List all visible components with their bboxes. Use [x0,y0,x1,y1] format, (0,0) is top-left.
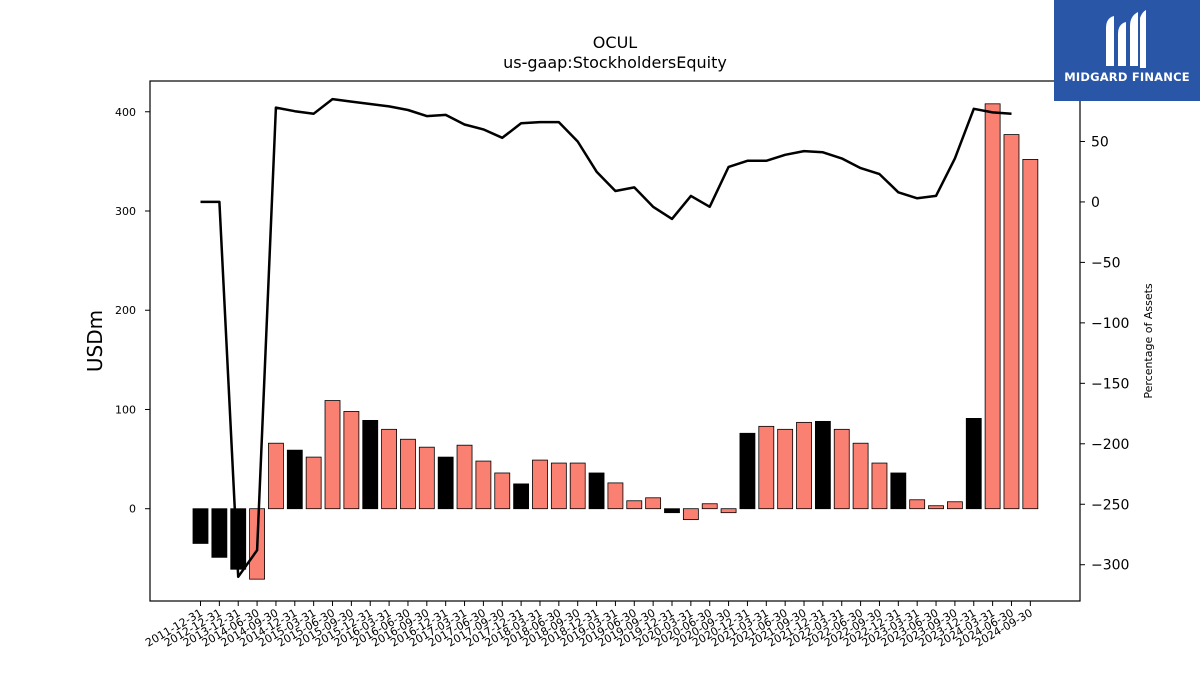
bar-2017-06-30 [475,460,492,510]
bar-2022-12-31 [890,472,907,510]
y2-tick-label: 50 [1091,134,1109,150]
bar-2020-09-30 [720,508,737,514]
axes: 0100200300400−300−250−200−150−100−500502… [115,80,1129,650]
y-tick-label: 0 [129,503,136,516]
y2-tick-label: −50 [1091,255,1121,271]
pct-of-assets-line [200,97,1012,579]
bar-2023-06-30 [928,505,944,510]
bar-2019-06-30 [626,500,643,510]
bar-2016-09-30 [418,446,435,510]
bar-2016-06-30 [400,438,416,510]
bar-2022-09-30 [871,462,888,510]
y2-tick-label: −100 [1091,316,1129,332]
bar-2020-03-31 [682,508,699,521]
bar-2012-12-31 [211,508,228,558]
bar-2022-06-30 [852,442,869,510]
y2-axis-label: Percentage of Assets [1142,283,1155,399]
bar-2017-12-31 [513,483,530,510]
bar-2020-12-31 [739,432,756,510]
bar-2023-09-30 [947,501,963,510]
y2-tick-label: 0 [1091,195,1100,211]
bar-2018-06-30 [550,462,567,510]
y2-tick-label: −200 [1091,437,1129,453]
bar-2024-03-31 [984,103,1001,510]
bar-2018-03-31 [532,459,548,510]
y2-tick-label: −150 [1091,376,1129,392]
bar-series [192,103,1039,580]
bar-2015-09-30 [343,411,360,510]
y-tick-label: 100 [115,403,136,416]
plot-frame [149,80,1081,602]
bar-2015-06-30 [324,400,341,510]
logo-mark-icon [1106,10,1146,68]
y-tick-label: 200 [115,304,136,317]
midgard-finance-logo: MIDGARD FINANCE [1054,0,1200,101]
bar-2021-03-31 [758,425,775,510]
bar-2019-12-31 [664,508,680,514]
bar-2024-06-30 [1003,134,1020,510]
y-axis-label: USDm [83,310,107,372]
chart-subtitle: us-gaap:StockholdersEquity [503,53,727,72]
bar-2016-12-31 [437,456,454,510]
bar-2021-12-31 [814,420,831,510]
bar-2015-12-31 [362,419,379,510]
bar-2020-06-30 [701,503,718,510]
y2-tick-label: −250 [1091,497,1129,513]
bar-2021-06-30 [777,428,794,510]
bar-2018-12-31 [588,472,605,510]
chart-title: OCUL [593,33,637,52]
y2-tick-label: −300 [1091,558,1129,574]
bar-2019-03-31 [607,482,624,510]
bar-2017-03-31 [456,444,473,510]
y-tick-label: 400 [115,106,136,119]
bar-2024-09-30 [1022,158,1039,510]
bar-2019-09-30 [645,497,662,510]
bar-2014-09-30 [268,442,284,510]
bar-2023-03-31 [909,499,926,510]
bar-2014-12-31 [286,449,303,510]
bar-2015-03-31 [305,456,322,510]
bar-2017-09-30 [494,472,511,510]
y-tick-label: 300 [115,205,136,218]
bar-2022-03-31 [833,428,850,510]
line-series [200,97,1012,579]
bar-2016-03-31 [381,428,398,510]
bar-2023-12-31 [965,418,982,510]
bar-2021-09-30 [796,421,812,510]
bar-2018-09-30 [569,462,586,510]
bar-2011-12-31 [192,508,209,544]
